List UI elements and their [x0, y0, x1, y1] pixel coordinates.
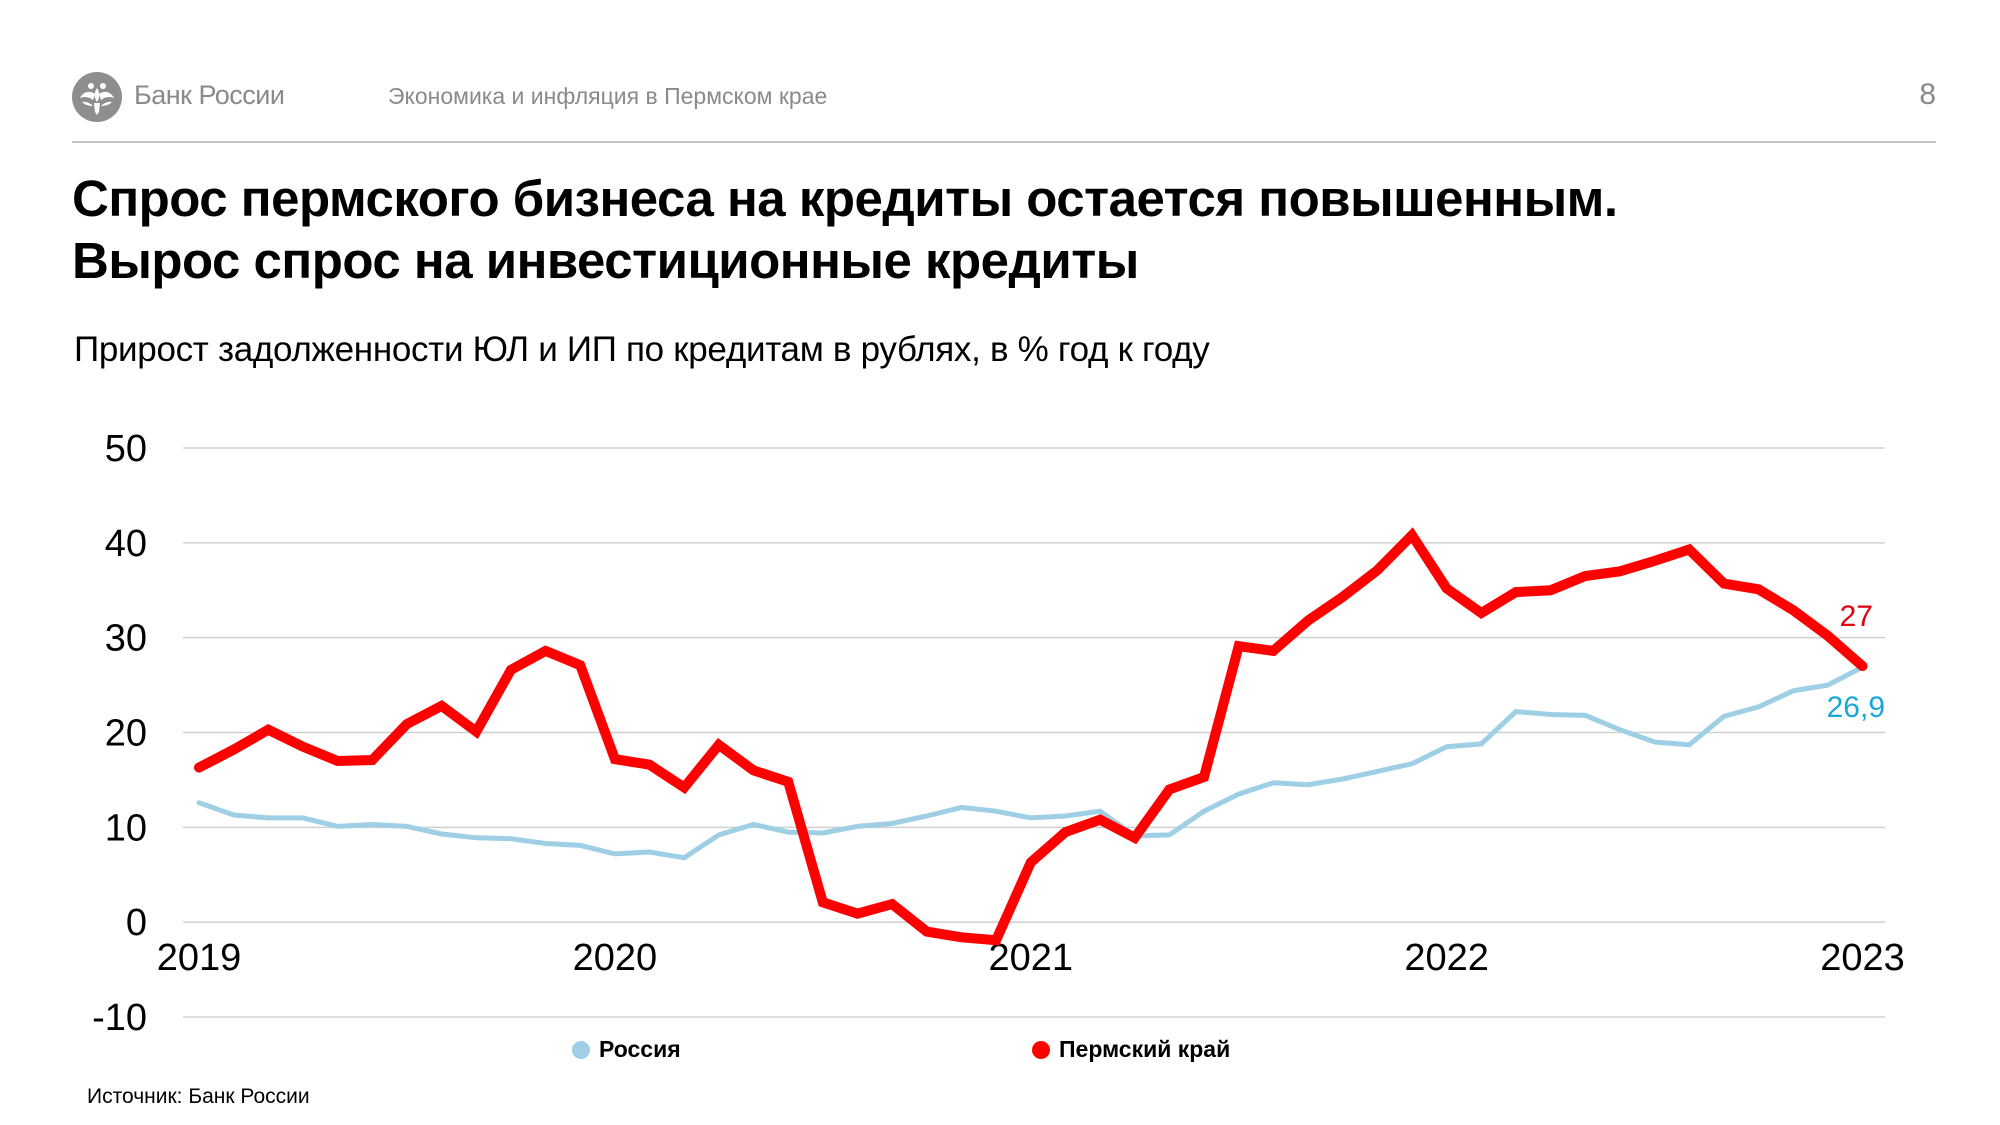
legend-item-russia[interactable]: Россия — [572, 1036, 681, 1063]
y-tick-label: 50 — [105, 428, 147, 470]
legend-item-perm[interactable]: Пермский край — [1032, 1036, 1230, 1063]
header-divider — [72, 141, 1936, 143]
chart-legend: Россия Пермский край — [0, 1036, 2000, 1070]
series-line-russia — [196, 664, 1865, 861]
deck-title: Экономика и инфляция в Пермском крае — [388, 83, 828, 109]
legend-label-perm: Пермский край — [1059, 1036, 1231, 1062]
y-tick-label: 0 — [126, 902, 147, 944]
x-tick-label: 2019 — [157, 937, 242, 979]
y-tick-label: 30 — [105, 618, 147, 660]
legend-dot-russia — [572, 1040, 590, 1059]
end-labels: 27 26,9 — [1827, 600, 1885, 724]
source-note: Источник: Банк России — [87, 1085, 310, 1108]
chart-title: Прирост задолженности ЮЛ и ИП по кредита… — [74, 330, 1210, 369]
slide-title-line-1: Спрос пермского бизнеса на кредиты остае… — [72, 170, 1618, 227]
legend-label-russia: Россия — [599, 1036, 681, 1062]
slide-title: Спрос пермского бизнеса на кредиты остае… — [72, 168, 1618, 292]
y-axis-ticks: 50 40 30 20 10 0 -10 — [92, 428, 147, 1039]
x-tick-label: 2021 — [988, 937, 1073, 979]
bank-of-russia-logo — [72, 72, 122, 122]
x-tick-label: 2022 — [1404, 937, 1489, 979]
end-label-perm: 27 — [1840, 600, 1873, 633]
y-tick-label: 20 — [105, 713, 147, 755]
series-lines — [194, 527, 1868, 946]
slide-title-line-2: Вырос спрос на инвестиционные кредиты — [72, 232, 1139, 289]
end-label-russia: 26,9 — [1827, 691, 1885, 724]
legend-dot-perm — [1032, 1040, 1050, 1059]
series-line-perm — [194, 527, 1868, 946]
double-headed-eagle-icon — [80, 83, 114, 115]
y-tick-label: -10 — [92, 997, 147, 1039]
x-axis-ticks: 2019 2020 2021 2022 2023 — [157, 937, 1905, 979]
x-tick-label: 2023 — [1820, 937, 1905, 979]
y-tick-label: 10 — [105, 807, 147, 849]
y-tick-label: 40 — [105, 523, 147, 565]
gridlines — [183, 447, 1885, 1018]
x-tick-label: 2020 — [573, 937, 658, 979]
page-number: 8 — [1919, 78, 1936, 111]
brand-name: Банк России — [134, 80, 285, 110]
